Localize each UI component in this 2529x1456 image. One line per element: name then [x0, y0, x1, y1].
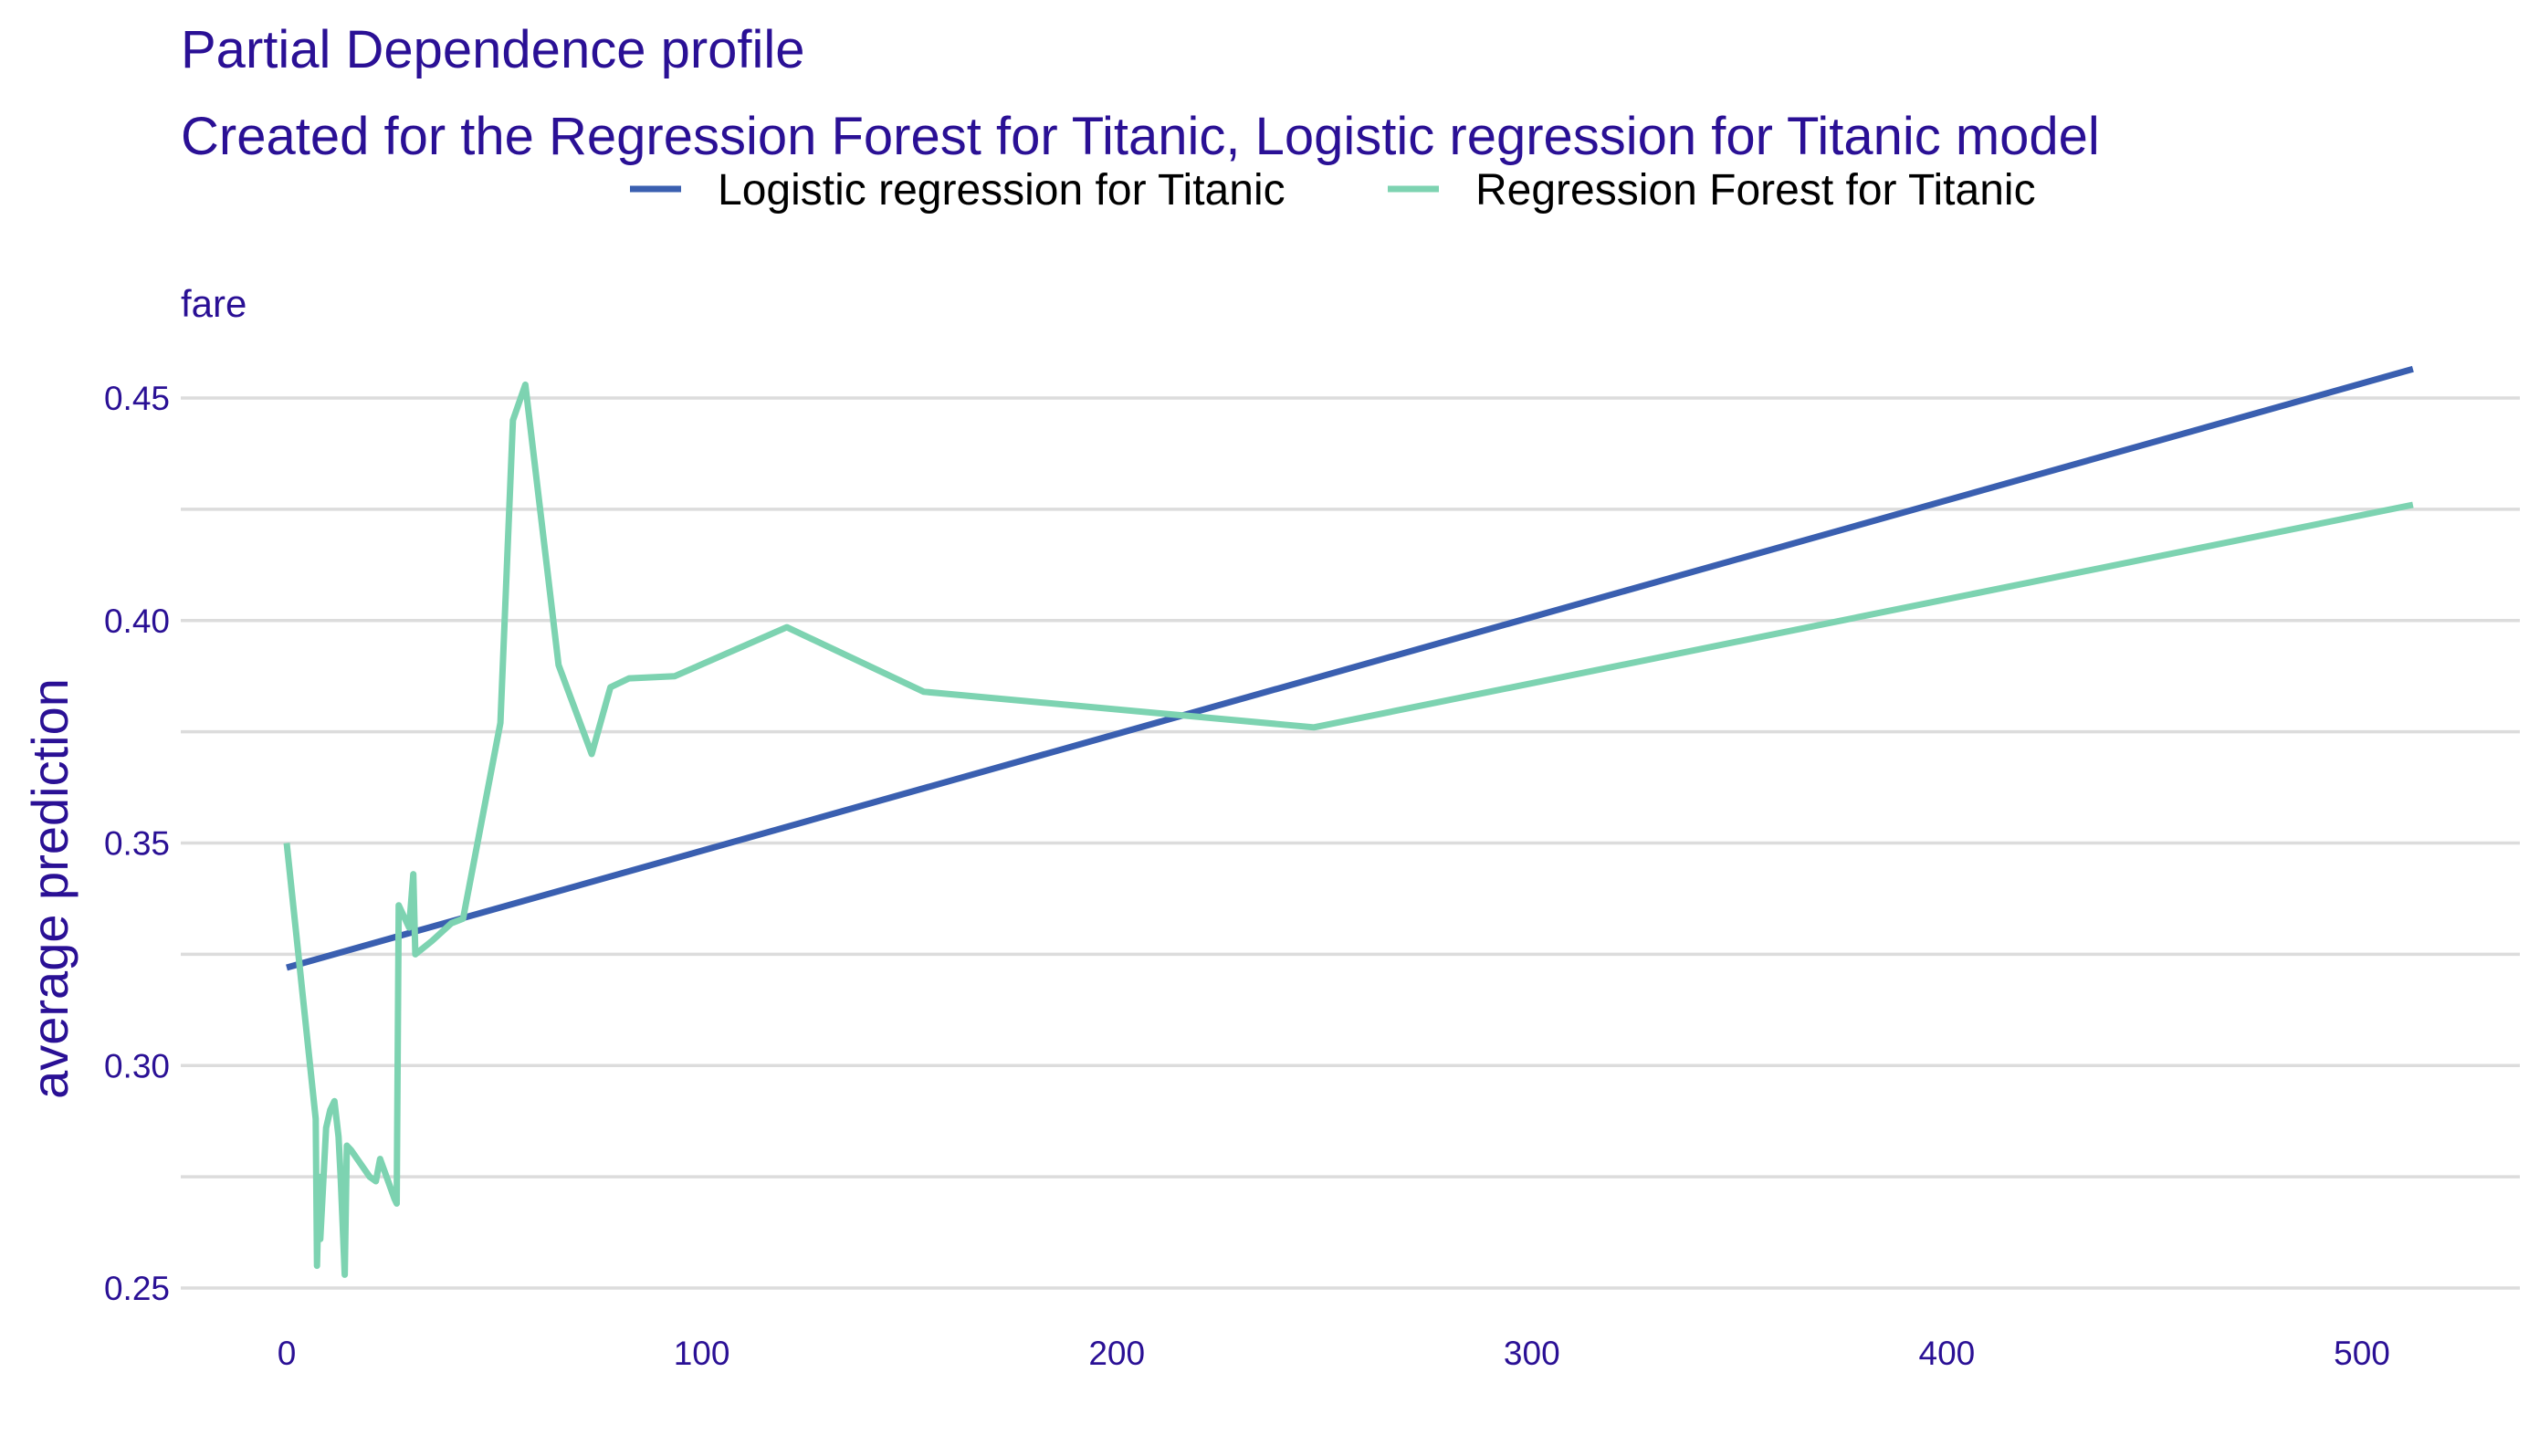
- y-axis-title: average prediction: [21, 678, 79, 1099]
- legend-label: Regression Forest for Titanic: [1475, 166, 2036, 215]
- x-tick-label: 300: [1504, 1335, 1560, 1372]
- legend: Logistic regression for Titanic Regressio…: [630, 166, 2036, 215]
- x-tick-label: 0: [278, 1335, 297, 1372]
- y-tick-label: 0.45: [104, 380, 170, 417]
- y-tick-label: 0.30: [104, 1047, 170, 1084]
- legend-label: Logistic regression for Titanic: [718, 166, 1285, 215]
- y-tick-label: 0.35: [104, 825, 170, 863]
- series-line-regression-forest: [283, 381, 2414, 1278]
- y-axis-ticks: 0.25 0.30 0.35 0.40 0.45: [104, 380, 170, 1307]
- y-tick-label: 0.40: [104, 602, 170, 640]
- chart-subtitle: Created for the Regression Forest for Ti…: [181, 107, 2100, 166]
- x-axis-ticks: 0 100 200 300 400 500: [278, 1335, 2390, 1372]
- panel-label: fare: [181, 282, 247, 325]
- x-tick-label: 200: [1088, 1335, 1145, 1372]
- x-tick-label: 400: [1919, 1335, 1976, 1372]
- chart-title: Partial Dependence profile: [181, 20, 805, 79]
- gridlines: [181, 396, 2520, 1290]
- series-lines: [283, 365, 2414, 1278]
- x-tick-label: 100: [674, 1335, 730, 1372]
- x-tick-label: 500: [2334, 1335, 2390, 1372]
- y-tick-label: 0.25: [104, 1270, 170, 1307]
- series-line-logistic-regression: [286, 365, 2414, 971]
